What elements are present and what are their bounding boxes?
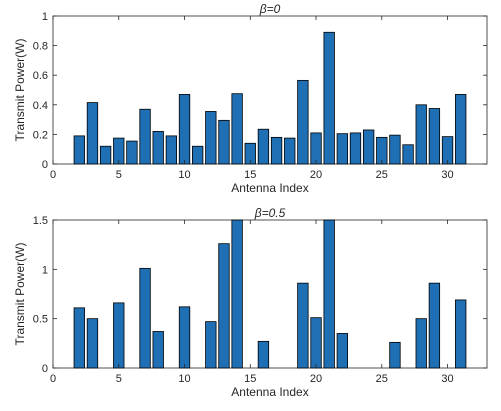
chart-1-bar (455, 94, 467, 165)
chart-1-bar (192, 145, 204, 165)
chart-1-bar (205, 111, 217, 165)
chart-1-bar (310, 132, 322, 165)
chart-2-x-tick-label: 30 (441, 373, 453, 385)
chart-1-bar (389, 134, 401, 165)
chart-2-x-tick-label: 0 (50, 373, 56, 385)
chart-2-bar (455, 299, 467, 369)
chart-1-bar (270, 136, 283, 165)
chart-2-bar (415, 318, 427, 369)
chart-1-x-tick-label: 25 (376, 169, 388, 181)
chart-2-x-tick-label: 25 (376, 373, 388, 385)
chart-1-y-tick-label: 1 (42, 11, 48, 23)
chart-1-bar (178, 94, 191, 165)
chart-1-bar (349, 132, 362, 165)
chart-1-bar (152, 131, 164, 165)
chart-2-bar (139, 267, 151, 369)
chart-2-bar (297, 282, 309, 369)
chart-1-bar (441, 136, 454, 165)
chart-1-bar (231, 93, 243, 165)
chart-1-bar (139, 108, 151, 165)
chart-2-bar (231, 219, 243, 369)
chart-2-bar (152, 331, 164, 369)
chart-1-bar (165, 135, 178, 165)
chart-2-title: β=0.5 (254, 206, 286, 220)
chart-2-y-tick-label: 0 (42, 363, 48, 375)
chart-1-bar (257, 128, 270, 165)
chart-1: 0 5 10 15 20 25 30 0 0.2 0.4 0.6 0.8 1 β=0 Antenna Ind… (13, 2, 488, 195)
chart-1-bar (73, 135, 85, 165)
chart-1-axes-frame (52, 15, 488, 165)
chart-2-y-tick-label: 1.5 (33, 215, 48, 227)
chart-1-bar (218, 119, 230, 165)
chart-2-bar (218, 243, 230, 369)
chart-2-bar (336, 333, 348, 369)
chart-2-bar (389, 341, 401, 369)
chart-1-bar (402, 144, 414, 165)
chart-1-x-tick-label: 0 (50, 169, 56, 181)
chart-2-axes-frame (52, 219, 488, 369)
chart-2: 0 5 10 15 20 25 30 0 0.5 1 1.5 β=0.5 Antenna Index Tr… (13, 206, 488, 399)
chart-2-bar (86, 318, 99, 369)
chart-1-bar (284, 137, 296, 165)
chart-1-x-tick-label: 30 (441, 169, 453, 181)
chart-1-title: β=0 (259, 2, 281, 16)
chart-2-bar (310, 317, 322, 369)
chart-2-y-axis-label: Transmit Power(W) (13, 243, 27, 346)
chart-1-bar (86, 102, 99, 165)
chart-1-y-axis-label: Transmit Power(W) (13, 39, 27, 142)
chart-2-x-tick-label: 15 (244, 373, 256, 385)
chart-1-bar (428, 108, 441, 165)
chart-1-x-tick-label: 15 (244, 169, 256, 181)
chart-1-y-tick-label: 0 (42, 159, 48, 171)
chart-1-y-tick-label: 0.6 (33, 70, 48, 82)
chart-1-bar (336, 133, 348, 165)
chart-1-bar (323, 31, 335, 165)
chart-2-bar (323, 219, 335, 369)
chart-2-bar (73, 307, 85, 369)
chart-2-x-tick-label: 10 (178, 373, 190, 385)
chart-1-y-tick-label: 0.2 (33, 129, 48, 141)
chart-2-bar (428, 282, 441, 369)
chart-1-bar (297, 79, 309, 165)
chart-1-x-tick-label: 10 (178, 169, 190, 181)
chart-2-x-axis-label: Antenna Index (231, 385, 308, 399)
chart-1-x-axis-label: Antenna Index (231, 181, 308, 195)
chart-1-bar (99, 145, 112, 165)
chart-1-bar (126, 140, 138, 165)
chart-2-bar (257, 340, 270, 369)
chart-2-x-tick-label: 5 (116, 373, 122, 385)
chart-2-bar (178, 306, 191, 369)
chart-2-y-tick-label: 0.5 (33, 314, 48, 326)
chart-2-x-tick-label: 20 (310, 373, 322, 385)
chart-1-x-tick-label: 5 (116, 169, 122, 181)
chart-1-bar (415, 104, 427, 165)
chart-1-bar (362, 129, 375, 165)
chart-2-bar (205, 321, 217, 369)
chart-1-y-tick-label: 0.4 (33, 100, 48, 112)
chart-2-y-tick-label: 1 (42, 264, 48, 276)
chart-1-y-tick-label: 0.8 (33, 41, 48, 53)
chart-2-bar (113, 302, 125, 369)
chart-1-x-tick-label: 20 (310, 169, 322, 181)
